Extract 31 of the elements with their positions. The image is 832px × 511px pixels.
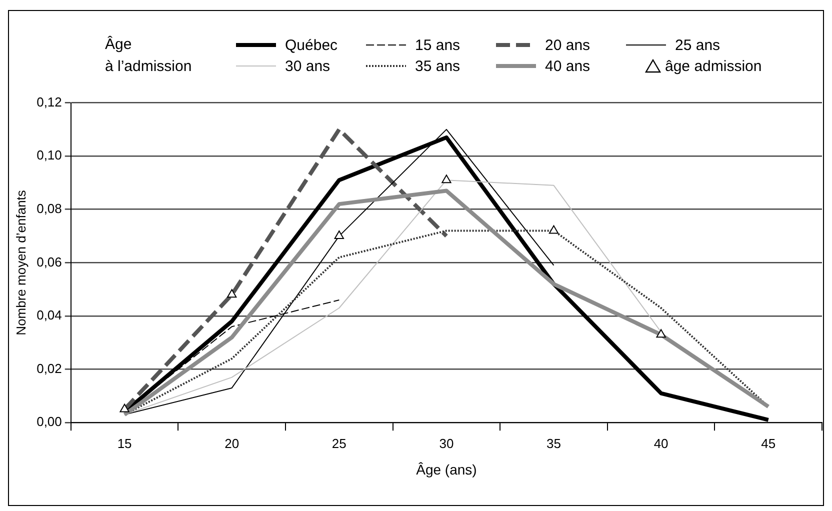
point <box>120 404 130 412</box>
legend-label: âge admission <box>665 58 762 74</box>
x-tick-label: 45 <box>761 436 776 451</box>
legend-label: 35 ans <box>415 58 460 74</box>
legend-label: Québec <box>285 36 338 54</box>
y-tick-label: 0,06 <box>36 254 62 270</box>
x-tick-label: 25 <box>332 436 346 451</box>
point <box>442 174 452 184</box>
point <box>656 329 666 338</box>
legend-label: 25 ans <box>675 36 720 54</box>
y-tick-label: 0,04 <box>36 308 62 323</box>
y-tick-label: 0,02 <box>36 360 62 376</box>
x-tick-label: 40 <box>654 436 668 451</box>
y-tick-label: 0,00 <box>36 414 62 430</box>
x-axis-title: Âge (ans) <box>416 461 477 478</box>
point <box>334 230 344 240</box>
y-tick-label: 0,10 <box>36 148 62 163</box>
legend-label: 15 ans <box>415 36 460 54</box>
y-tick-label: 0,12 <box>36 94 62 110</box>
y-axis-title: Nombre moyen d’enfants <box>13 190 28 336</box>
x-tick-label: 30 <box>439 436 454 451</box>
x-tick-label: 35 <box>546 436 561 451</box>
y-tick-label: 0,08 <box>36 200 62 216</box>
legend-title: Âge à l’admission <box>105 34 192 77</box>
x-tick-label: 20 <box>224 436 240 451</box>
legend-label: 30 ans <box>285 58 330 74</box>
point <box>548 225 559 234</box>
legend-label: 20 ans <box>545 36 590 54</box>
x-tick-label: 15 <box>117 436 132 451</box>
point <box>227 289 237 298</box>
legend-label: 40 ans <box>545 58 590 74</box>
